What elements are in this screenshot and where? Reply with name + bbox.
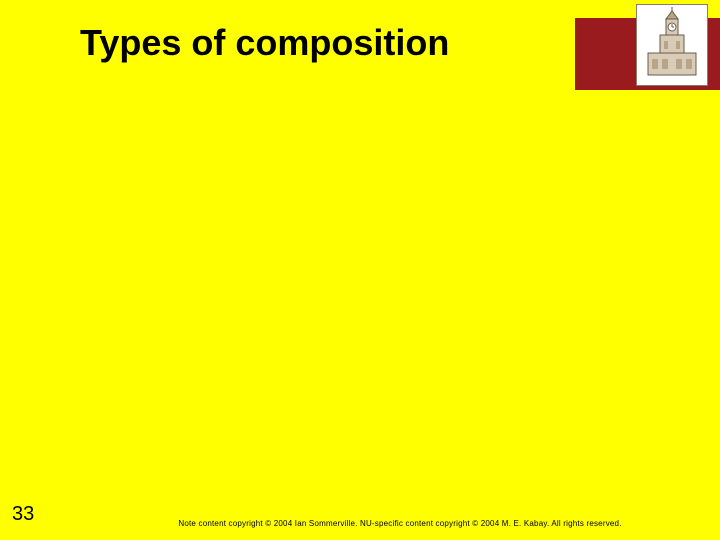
slide-number: 33 — [12, 503, 34, 526]
slide-title: Types of composition — [80, 22, 449, 64]
slide: Types of composition 33 Note content cop… — [0, 0, 720, 540]
logo-container — [636, 4, 708, 86]
copyright-footer: Note content copyright © 2004 Ian Sommer… — [120, 519, 680, 528]
building-crest-icon — [642, 7, 702, 84]
